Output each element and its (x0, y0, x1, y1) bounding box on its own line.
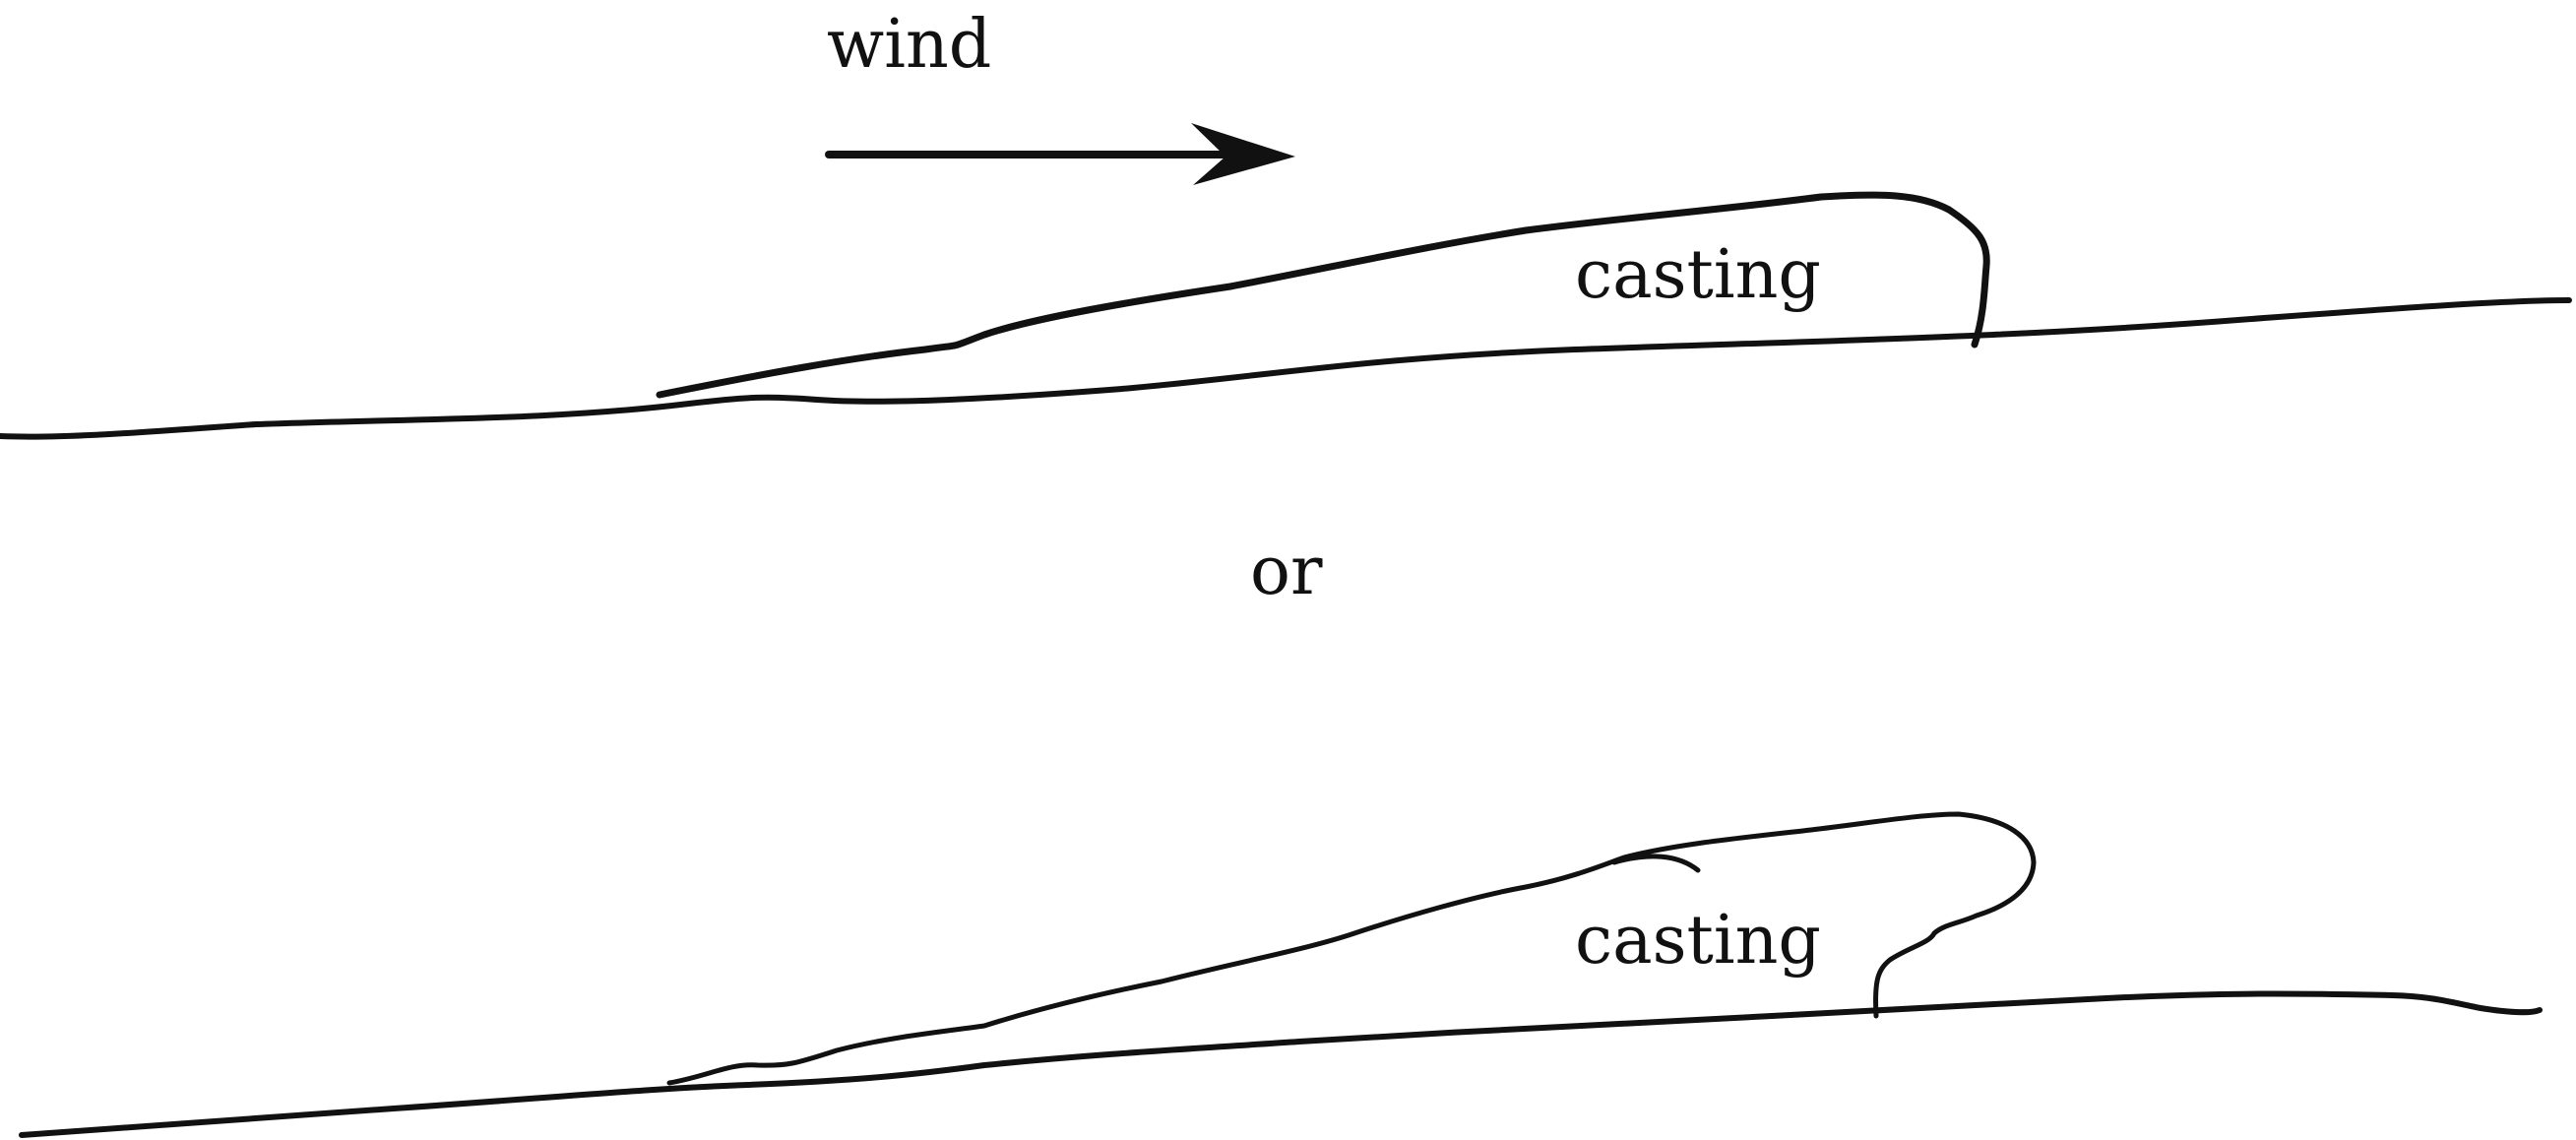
or-label: or (1250, 533, 1323, 610)
bottom-casting-outline (666, 811, 2037, 1086)
top-ground-line (0, 297, 2572, 440)
bottom-casting-curl (1611, 854, 1701, 873)
wind-label: wind (827, 6, 991, 84)
bottom-casting-label: casting (1575, 902, 1821, 980)
wind-arrow-icon (825, 123, 1295, 185)
bottom-ground-line (19, 990, 2543, 1138)
top-casting-label: casting (1575, 236, 1821, 314)
top-casting-outline (656, 191, 1990, 399)
